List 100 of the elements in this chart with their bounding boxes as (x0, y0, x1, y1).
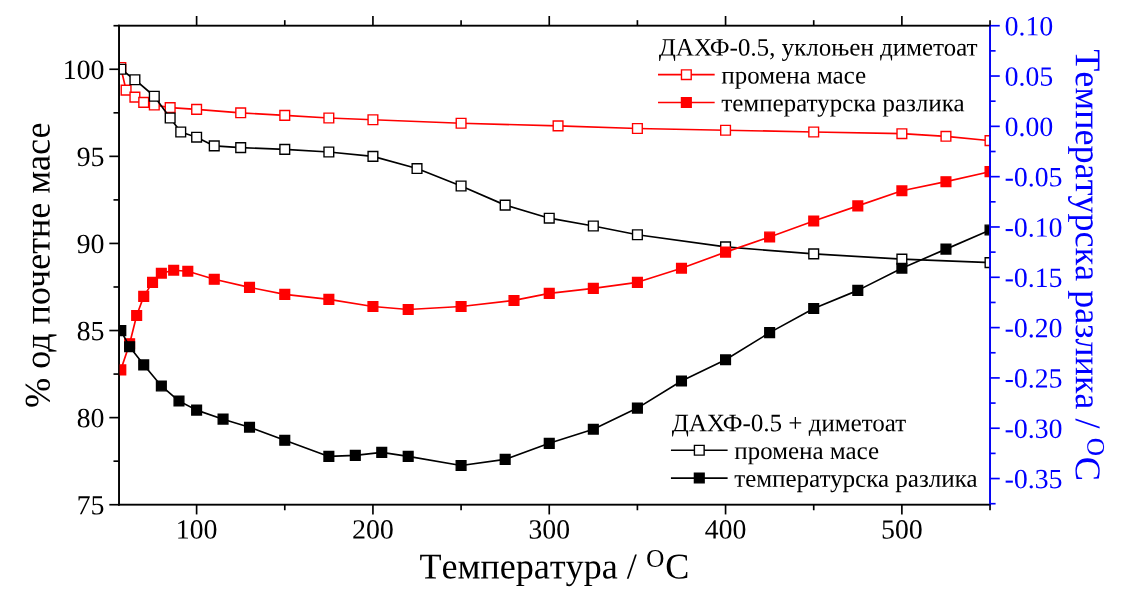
point (191, 103, 203, 115)
point (323, 293, 335, 305)
point (138, 290, 150, 302)
point (279, 288, 291, 300)
y-tick-label: 80 (77, 408, 104, 428)
legend-label: промена масе (721, 71, 866, 89)
point (323, 450, 335, 462)
y2-axis-title: Температурска разлика / $^{O}$C (1068, 49, 1105, 479)
point (243, 281, 256, 293)
y-tick-label: 90 (77, 234, 104, 254)
point (168, 264, 180, 276)
point (146, 276, 159, 288)
point (720, 354, 732, 366)
point (235, 107, 247, 119)
point (543, 212, 555, 224)
point (349, 449, 361, 461)
point (129, 74, 141, 86)
point (764, 231, 776, 243)
y2-tick-label: -0.25 (1005, 369, 1062, 388)
point (631, 276, 643, 288)
legend-label: температурска разлика (721, 99, 965, 117)
point (175, 126, 187, 138)
point (631, 402, 643, 414)
x-tick-label: 500 (882, 520, 922, 539)
point (155, 267, 167, 279)
y2-tick-label: -0.20 (1005, 318, 1062, 338)
point (587, 282, 599, 294)
x-tick-label: 100 (178, 520, 217, 539)
point (455, 300, 467, 313)
point (279, 434, 291, 446)
point (131, 309, 143, 322)
point (208, 140, 220, 152)
point (940, 176, 952, 188)
point (402, 303, 414, 316)
y2-tick-label: 0.10 (1005, 16, 1053, 36)
point (323, 146, 335, 158)
point (217, 413, 229, 425)
point (852, 200, 864, 212)
point (367, 114, 379, 126)
point (587, 423, 599, 435)
point (631, 122, 643, 135)
x-tick-label: 300 (529, 520, 570, 539)
point (808, 215, 820, 227)
point (173, 395, 185, 407)
point (376, 446, 388, 458)
point (896, 262, 908, 274)
y2-tick-label: 0.05 (1005, 67, 1053, 87)
y2-tick-label: -0.10 (1005, 218, 1062, 238)
point (155, 380, 167, 392)
point (455, 459, 467, 472)
legend-label: промена масе (734, 447, 879, 465)
x-tick-label: 200 (353, 520, 393, 539)
point (138, 96, 150, 108)
point (543, 437, 555, 449)
point (279, 143, 291, 155)
point (367, 150, 379, 162)
point (402, 450, 414, 462)
point (235, 142, 247, 154)
y2-tick-label: 0.00 (1005, 117, 1053, 137)
point (164, 112, 176, 124)
point (138, 359, 150, 371)
point (808, 302, 820, 315)
point (367, 300, 379, 313)
point (243, 421, 256, 433)
y-axis-title: % од почетне масе (25, 123, 57, 407)
y-tick-label: 85 (77, 321, 104, 341)
point (720, 246, 732, 258)
point (764, 327, 776, 339)
y2-tick-label: -0.05 (1005, 167, 1062, 187)
point (808, 126, 820, 138)
point (940, 130, 952, 142)
point (411, 162, 423, 175)
point (675, 262, 688, 274)
y2-tick-label: -0.30 (1005, 419, 1062, 439)
point (808, 248, 820, 260)
point (675, 375, 688, 387)
point (499, 199, 511, 211)
text: ДАХФ-0.5, уклоњен диметоат (659, 38, 978, 61)
point (279, 109, 291, 121)
point (508, 294, 520, 306)
point (631, 229, 643, 241)
point (208, 273, 220, 285)
point (499, 453, 511, 465)
point (191, 404, 203, 416)
point (148, 90, 160, 102)
point (455, 180, 467, 192)
y2-tick-label: -0.15 (1005, 268, 1062, 288)
point (940, 243, 952, 255)
x-tick-label: 400 (705, 520, 746, 539)
y-tick-label: 100 (65, 60, 104, 80)
point (896, 185, 908, 197)
point (543, 287, 555, 299)
point (182, 265, 194, 277)
point (552, 120, 564, 132)
y2-tick-label: -0.35 (1005, 469, 1062, 489)
x-axis-title: Температура / $^{O}$C (420, 550, 688, 587)
point (191, 131, 203, 143)
y-tick-label: 95 (77, 147, 104, 167)
point (720, 124, 732, 136)
point (852, 284, 864, 296)
